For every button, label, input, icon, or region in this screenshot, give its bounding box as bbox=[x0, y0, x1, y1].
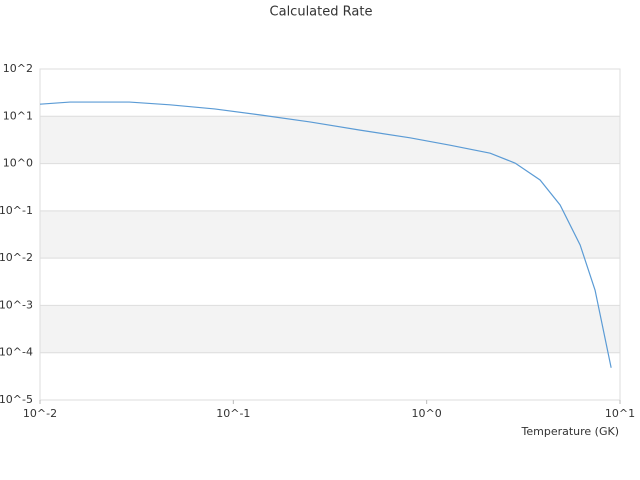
x-tick-label: 10^0 bbox=[412, 407, 442, 420]
x-tick-label: 10^1 bbox=[605, 407, 635, 420]
plot-background bbox=[40, 116, 620, 353]
y-tick-label: 10^-4 bbox=[0, 346, 33, 359]
y-tick-label: 10^-2 bbox=[0, 251, 33, 264]
grid-band bbox=[40, 305, 620, 353]
y-tick-label: 10^-5 bbox=[0, 393, 33, 406]
x-tick-label: 10^-1 bbox=[216, 407, 250, 420]
plot-frame bbox=[39, 68, 621, 401]
x-tick-label: 10^-2 bbox=[23, 407, 57, 420]
x-axis-label: Temperature (GK) bbox=[521, 425, 620, 438]
grid-band bbox=[40, 210, 620, 259]
y-tick-label: 10^-1 bbox=[0, 204, 33, 217]
chart-title: Calculated Rate bbox=[270, 5, 373, 20]
y-tick-label: 10^1 bbox=[3, 109, 33, 122]
y-tick-label: 10^-3 bbox=[0, 298, 33, 311]
y-tick-label: 10^2 bbox=[3, 62, 33, 75]
data-line bbox=[39, 101, 612, 368]
y-tick-label: 10^0 bbox=[3, 157, 33, 170]
grid-band bbox=[40, 116, 620, 164]
